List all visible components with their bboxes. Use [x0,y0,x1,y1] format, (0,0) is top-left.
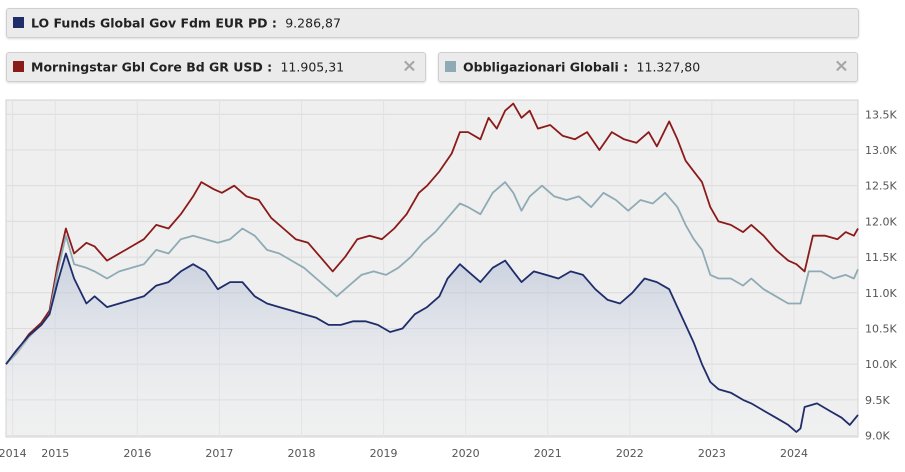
legend-item-morningstar[interactable]: Morningstar Gbl Core Bd GR USD : 11.905,… [6,52,426,82]
x-tick-label: 2015 [41,447,69,460]
legend-label-lo-funds: LO Funds Global Gov Fdm EUR PD : 9.286,8… [31,15,341,31]
legend-label-morningstar: Morningstar Gbl Core Bd GR USD : 11.905,… [31,59,345,75]
y-axis: 13.5K 13.0K 12.5K 12.0K 11.5K 11.0K 10.5K 10.0K… [865,108,897,442]
y-tick-label: 12.5K [865,180,897,193]
series-layer [5,102,859,437]
x-tick-label: 2023 [698,447,726,460]
y-tick-label: 9.0K [865,430,890,443]
x-tick-label: 2019 [370,447,398,460]
legend-item-obbligazionari[interactable]: Obbligazionari Globali : 11.327,80 × [438,52,858,82]
y-tick-label: 9.5K [865,394,890,407]
y-tick-label: 12.0K [865,215,897,228]
x-tick-label: 2020 [452,447,480,460]
close-icon[interactable]: × [401,55,417,77]
y-tick-label: 13.5K [865,108,897,121]
morningstar-swatch [13,61,24,72]
legend-label-obbligazionari: Obbligazionari Globali : 11.327,80 [463,59,701,75]
close-icon[interactable]: × [833,55,849,77]
y-tick-label: 11.5K [865,251,897,264]
x-tick-label: 2021 [534,447,562,460]
x-tick-label: 2018 [287,447,315,460]
y-tick-label: 13.0K [865,144,897,157]
x-axis: 2014 2015 2016 2017 2018 2019 2020 2021 2022 2023… [0,447,808,460]
y-tick-label: 10.5K [865,322,897,335]
series-area [6,253,858,437]
y-tick-label: 11.0K [865,287,897,300]
x-tick-label: 2014 [0,447,27,460]
legend-item-lo-funds[interactable]: LO Funds Global Gov Fdm EUR PD : 9.286,8… [6,8,859,38]
x-tick-label: 2024 [780,447,808,460]
series-line-1 [5,181,859,365]
series-line-2 [5,252,859,433]
obbligazionari-swatch [445,61,456,72]
x-tick-label: 2022 [616,447,644,460]
lo-funds-swatch [13,17,24,28]
x-tick-label: 2016 [123,447,151,460]
y-tick-label: 10.0K [865,358,897,371]
series-line-0 [5,102,859,365]
x-tick-label: 2017 [205,447,233,460]
